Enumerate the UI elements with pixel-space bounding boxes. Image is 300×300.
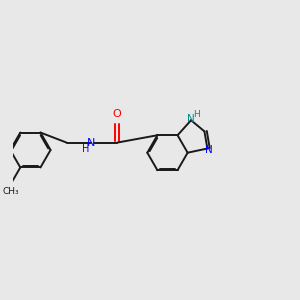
Text: N: N [87,138,95,148]
Text: H: H [193,110,200,119]
Text: CH₃: CH₃ [2,187,19,196]
Text: O: O [113,109,122,119]
Text: H: H [82,144,89,154]
Text: N: N [205,145,213,155]
Text: N: N [187,114,195,124]
